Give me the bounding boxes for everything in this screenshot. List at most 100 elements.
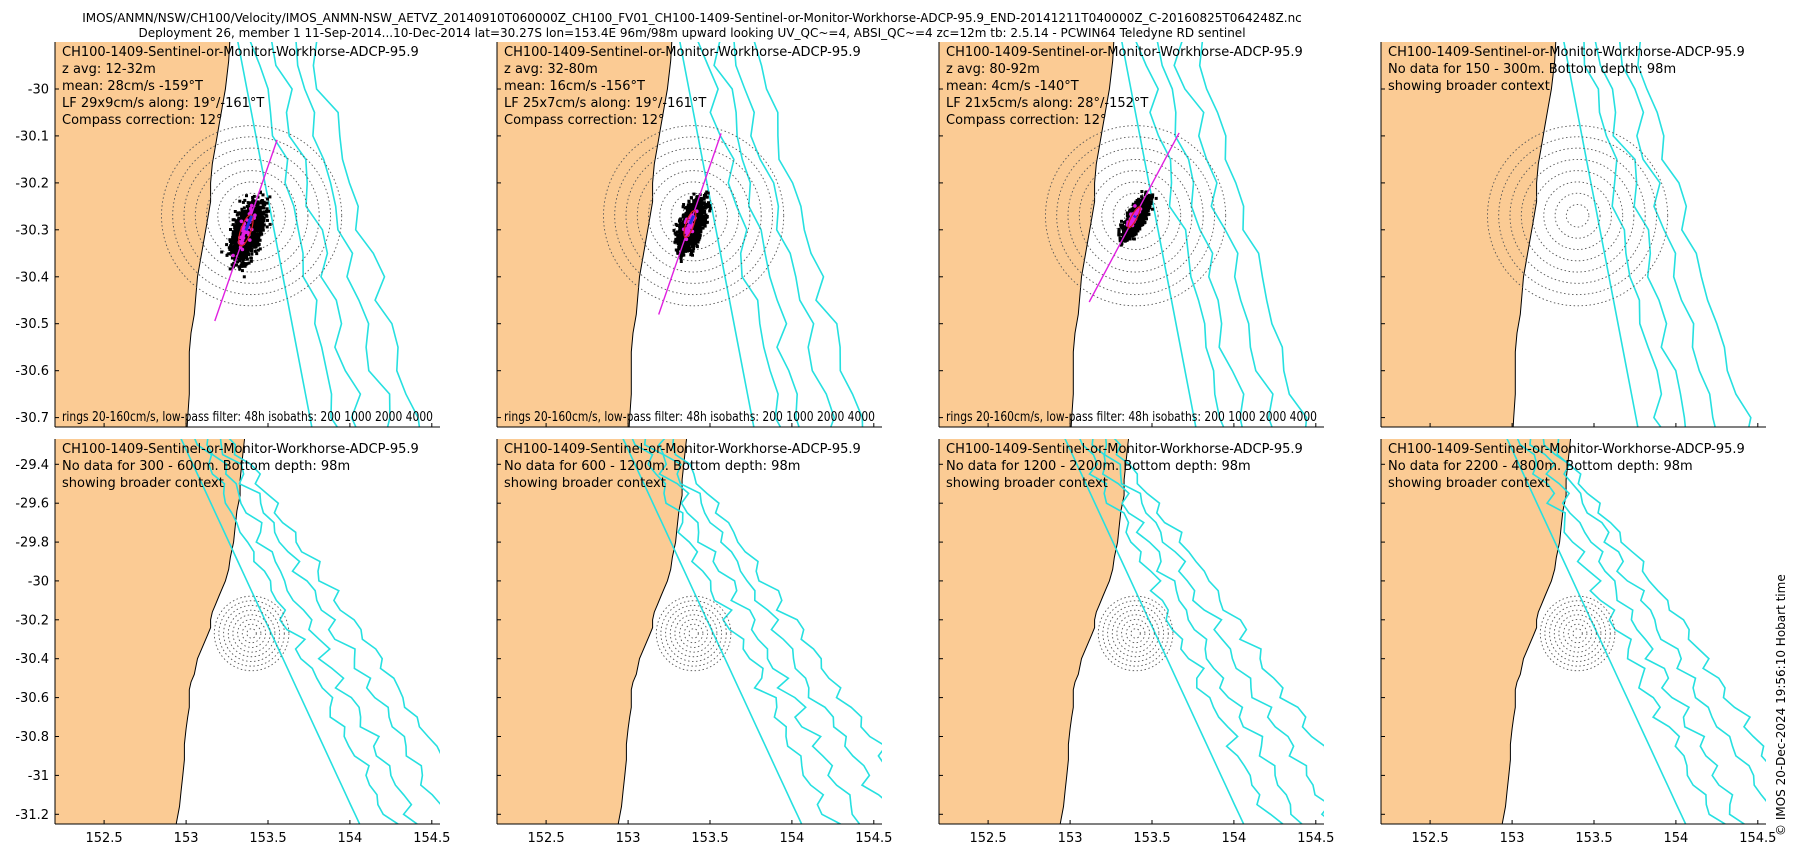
velocity-point xyxy=(249,241,253,245)
velocity-point xyxy=(265,207,269,211)
velocity-point xyxy=(1148,204,1152,207)
velocity-point xyxy=(681,236,685,240)
x-tick-label: 154 xyxy=(779,831,804,846)
velocity-point xyxy=(230,247,234,251)
velocity-point xyxy=(685,245,689,249)
y-tick-label: -30.4 xyxy=(15,652,49,667)
velocity-point xyxy=(254,218,258,222)
velocity-point xyxy=(1144,197,1148,201)
velocity-point xyxy=(261,193,265,197)
velocity-point xyxy=(681,205,685,209)
velocity-point xyxy=(236,260,240,264)
mean-vector xyxy=(244,215,253,231)
variance-ellipse xyxy=(1127,206,1141,229)
isobath-1 xyxy=(1064,439,1245,824)
variance-ellipse xyxy=(238,214,254,247)
velocity-point xyxy=(235,250,239,254)
velocity-point xyxy=(232,255,236,259)
y-tick-label: -30.1 xyxy=(15,129,49,144)
velocity-point xyxy=(688,209,692,213)
velocity-point xyxy=(1119,223,1123,227)
velocity-point xyxy=(698,209,702,213)
velocity-point xyxy=(240,269,244,273)
velocity-point xyxy=(1128,211,1132,215)
velocity-point xyxy=(237,224,241,228)
velocity-point xyxy=(257,225,261,229)
velocity-point xyxy=(243,264,247,268)
isobath-3 xyxy=(1594,42,1687,427)
velocity-point xyxy=(703,223,707,227)
velocity-point xyxy=(256,241,260,245)
velocity-point xyxy=(706,191,710,195)
velocity-point xyxy=(234,236,238,240)
velocity-point xyxy=(702,194,706,197)
velocity-point xyxy=(702,220,706,224)
velocity-point xyxy=(695,244,699,248)
velocity-point xyxy=(245,194,248,198)
panel-title: CH100-1409-Sentinel-or-Monitor-Workhorse… xyxy=(1388,442,1745,457)
velocity-point xyxy=(240,264,244,268)
velocity-point xyxy=(241,200,245,204)
velocity-point xyxy=(1134,225,1138,228)
ring-160cms xyxy=(161,125,343,307)
velocity-point xyxy=(702,201,706,205)
velocity-point xyxy=(1140,217,1144,221)
velocity-point xyxy=(267,209,270,213)
velocity-point xyxy=(708,206,712,210)
velocity-point xyxy=(682,226,685,229)
velocity-point xyxy=(239,252,243,256)
velocity-point xyxy=(691,232,695,236)
velocity-point xyxy=(229,251,233,255)
velocity-point xyxy=(261,206,265,210)
y-tick-label: -30.8 xyxy=(15,730,49,745)
velocity-point xyxy=(242,257,246,261)
panel-info-line: No data for 1200 - 2200m. Bottom depth: … xyxy=(946,459,1251,474)
velocity-point xyxy=(253,236,257,240)
velocity-point xyxy=(694,230,698,234)
velocity-point xyxy=(245,255,249,259)
y-tick-label: -31 xyxy=(28,769,49,784)
velocity-point xyxy=(247,206,250,210)
velocity-point xyxy=(676,242,680,246)
panel-6: 152.5 153 153.5 154 154.5CH100-1409-Sentinel… xyxy=(496,439,892,846)
velocity-point xyxy=(1121,227,1125,231)
velocity-point xyxy=(241,250,245,254)
velocity-point xyxy=(698,197,702,200)
velocity-point xyxy=(672,228,676,232)
velocity-point xyxy=(240,214,244,218)
ring-160cms xyxy=(1097,595,1174,672)
velocity-point xyxy=(694,239,698,243)
velocity-point xyxy=(268,222,272,226)
velocity-point xyxy=(258,247,262,251)
y-tick-label: -30.2 xyxy=(15,176,49,191)
velocity-point xyxy=(255,252,259,256)
velocity-point xyxy=(1147,207,1150,211)
velocity-point xyxy=(1133,207,1137,211)
velocity-point xyxy=(1128,208,1132,212)
y-tick-label: -30.2 xyxy=(15,613,49,628)
copyright-note: © IMOS 20-Dec-2024 19:56:10 Hobart time xyxy=(1774,574,1788,836)
velocity-point xyxy=(232,261,236,265)
velocity-point xyxy=(679,253,683,257)
velocity-point xyxy=(674,240,678,244)
velocity-point xyxy=(1140,195,1144,199)
ring-100cms xyxy=(1520,158,1635,273)
ring-120cms xyxy=(625,147,762,284)
velocity-point xyxy=(1119,243,1123,247)
velocity-point xyxy=(243,198,247,202)
velocity-point xyxy=(689,253,693,257)
map-layer xyxy=(1381,42,1752,427)
velocity-point xyxy=(692,192,696,196)
velocity-point xyxy=(233,210,237,213)
velocity-point xyxy=(233,232,237,235)
velocity-point xyxy=(258,209,262,213)
velocity-point xyxy=(1131,232,1135,236)
velocity-point xyxy=(1146,202,1150,206)
velocity-point xyxy=(674,237,678,241)
y-tick-label: -29.4 xyxy=(15,458,49,473)
velocity-point xyxy=(238,259,242,263)
isobath-2 xyxy=(1583,42,1663,427)
velocity-point xyxy=(680,253,684,257)
y-tick-label: -31.2 xyxy=(15,808,49,823)
